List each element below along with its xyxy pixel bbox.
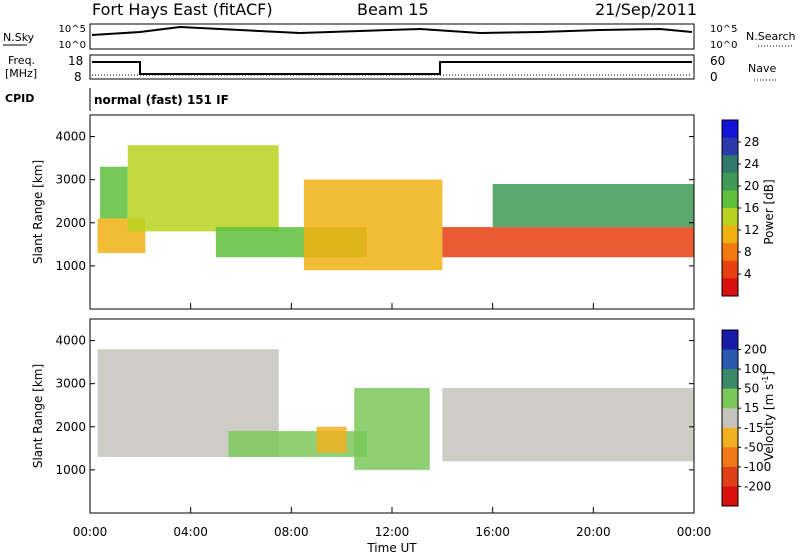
vel-cbar-tick-label-0: 200 [744, 343, 767, 357]
power-cbar-tick-label-2: 20 [744, 179, 759, 193]
vel-cbar-tick-label-6: -100 [744, 460, 771, 474]
power-cbar-tick-label-3: 16 [744, 201, 759, 215]
power-cbar-swatch-7 [722, 243, 738, 262]
x-axis-title: Time UT [366, 541, 417, 554]
vel-cbar-swatch-1 [722, 349, 738, 370]
power-cbar-swatch-4 [722, 190, 738, 209]
x-tick-label-5: 20:00 [576, 525, 611, 539]
vel-cbar-tick-label-5: -50 [744, 440, 764, 454]
x-tick-label-2: 08:00 [274, 525, 309, 539]
vel-cbar-swatch-6 [722, 447, 738, 468]
y-tick-label-1: 2000 [55, 420, 86, 434]
power-cbar-swatch-6 [722, 225, 738, 244]
vel-cbar-tick-label-7: -200 [744, 479, 771, 493]
vel-cbar-swatch-4 [722, 408, 738, 429]
nsearch-tick-high: 10^5 [710, 24, 737, 35]
power-cbar-swatch-2 [722, 155, 738, 174]
x-tick-label-6: 00:00 [677, 525, 712, 539]
vel-cbar-swatch-3 [722, 388, 738, 409]
power-cbar-tick-label-0: 28 [744, 135, 759, 149]
nsky-trace [91, 25, 693, 36]
power-cbar-swatch-1 [722, 137, 738, 156]
power-cbar-tick-label-6: 4 [744, 267, 752, 281]
nsky-tick-low: 10^0 [59, 40, 86, 51]
velocity-colorbar-label: Velocity [m s-1] [761, 371, 776, 461]
power-cbar-swatch-8 [722, 260, 738, 279]
x-tick-label-3: 12:00 [375, 525, 410, 539]
nave-label: Nave [748, 62, 776, 75]
nsearch-tick-low: 10^0 [710, 40, 737, 51]
echo-region-2 [316, 426, 347, 453]
echo-region-4 [303, 179, 443, 271]
echo-region-5 [442, 227, 694, 258]
power-cbar-swatch-9 [722, 278, 738, 297]
nsky-label: N.Sky [3, 31, 35, 44]
vel-cbar-tick-label-3: 15 [744, 401, 759, 415]
velocity-heatmap [97, 349, 694, 470]
power-panel: 1000 2000 3000 4000 Slant Range [km] [31, 114, 695, 310]
echo-region-2 [127, 145, 279, 232]
freq-tick-low: 8 [74, 70, 82, 84]
echo-region-3 [354, 387, 430, 470]
power-heatmap [97, 145, 694, 271]
power-cbar-swatch-5 [722, 208, 738, 227]
x-axis-ticks: 00:00 04:00 08:00 12:00 16:00 20:00 00:00 [73, 303, 712, 539]
y-tick-label-0: 1000 [55, 259, 86, 273]
velocity-panel: 1000 2000 3000 4000 Slant Range [km] [31, 318, 695, 514]
nsky-tick-high: 10^5 [59, 24, 86, 35]
power-cbar-tick-label-1: 24 [744, 157, 759, 171]
x-tick-label-0: 00:00 [73, 525, 108, 539]
y-tick-label-3: 4000 [55, 130, 86, 144]
vel-cbar-frame [721, 329, 739, 507]
echo-region-1 [100, 166, 128, 219]
beam-title: Beam 15 [357, 0, 429, 19]
velocity-y-ticks: 1000 2000 3000 4000 [55, 334, 694, 477]
vel-cbar-swatch-8 [722, 486, 738, 507]
echo-region-6 [492, 183, 694, 228]
vel-cbar-swatch-7 [722, 466, 738, 487]
y-tick-label-0: 1000 [55, 463, 86, 477]
vel-cbar-tick-label-1: 100 [744, 362, 767, 376]
x-tick-label-1: 04:00 [173, 525, 208, 539]
nave-tick-high: 60 [710, 54, 725, 68]
x-tick-label-4: 16:00 [475, 525, 510, 539]
date-title: 21/Sep/2011 [595, 0, 697, 19]
station-title: Fort Hays East (fitACF) [92, 0, 273, 19]
cpid-text: normal (fast) 151 IF [94, 93, 229, 107]
power-cbar-swatch-0 [722, 120, 738, 139]
power-cbar-tick-label-4: 12 [744, 223, 759, 237]
power-colorbar: 28 24 20 16 12 8 4 [721, 119, 759, 297]
velocity-ylabel: Slant Range [km] [31, 364, 45, 468]
nave-tick-low: 0 [710, 70, 718, 84]
power-colorbar-label: Power [dB] [762, 179, 776, 244]
freq-unit: [MHz] [5, 67, 37, 80]
y-tick-label-2: 3000 [55, 377, 86, 391]
cpid-label: CPID [5, 92, 34, 105]
freq-label: Freq. [8, 54, 35, 67]
echo-region-4 [442, 387, 694, 462]
y-tick-label-1: 2000 [55, 216, 86, 230]
vel-cbar-tick-label-4: -15 [744, 421, 764, 435]
freq-tick-high: 18 [68, 54, 83, 68]
power-y-ticks: 1000 2000 3000 4000 [55, 130, 694, 273]
vel-cbar-tick-label-2: 50 [744, 382, 759, 396]
y-tick-label-3: 4000 [55, 334, 86, 348]
vel-cbar-swatch-0 [722, 330, 738, 351]
power-cbar-tick-label-5: 8 [744, 245, 752, 259]
freq-frame [89, 54, 695, 80]
velocity-colorbar: 200 100 50 15 -15 -50 -100 -200 [721, 329, 771, 507]
y-tick-label-2: 3000 [55, 173, 86, 187]
vel-cbar-swatch-2 [722, 369, 738, 390]
nsearch-label: N.Search [746, 30, 796, 43]
nsky-frame [89, 23, 695, 50]
freq-trace [92, 61, 692, 75]
power-ylabel: Slant Range [km] [31, 160, 45, 264]
power-cbar-swatch-3 [722, 172, 738, 191]
vel-cbar-swatch-5 [722, 427, 738, 448]
